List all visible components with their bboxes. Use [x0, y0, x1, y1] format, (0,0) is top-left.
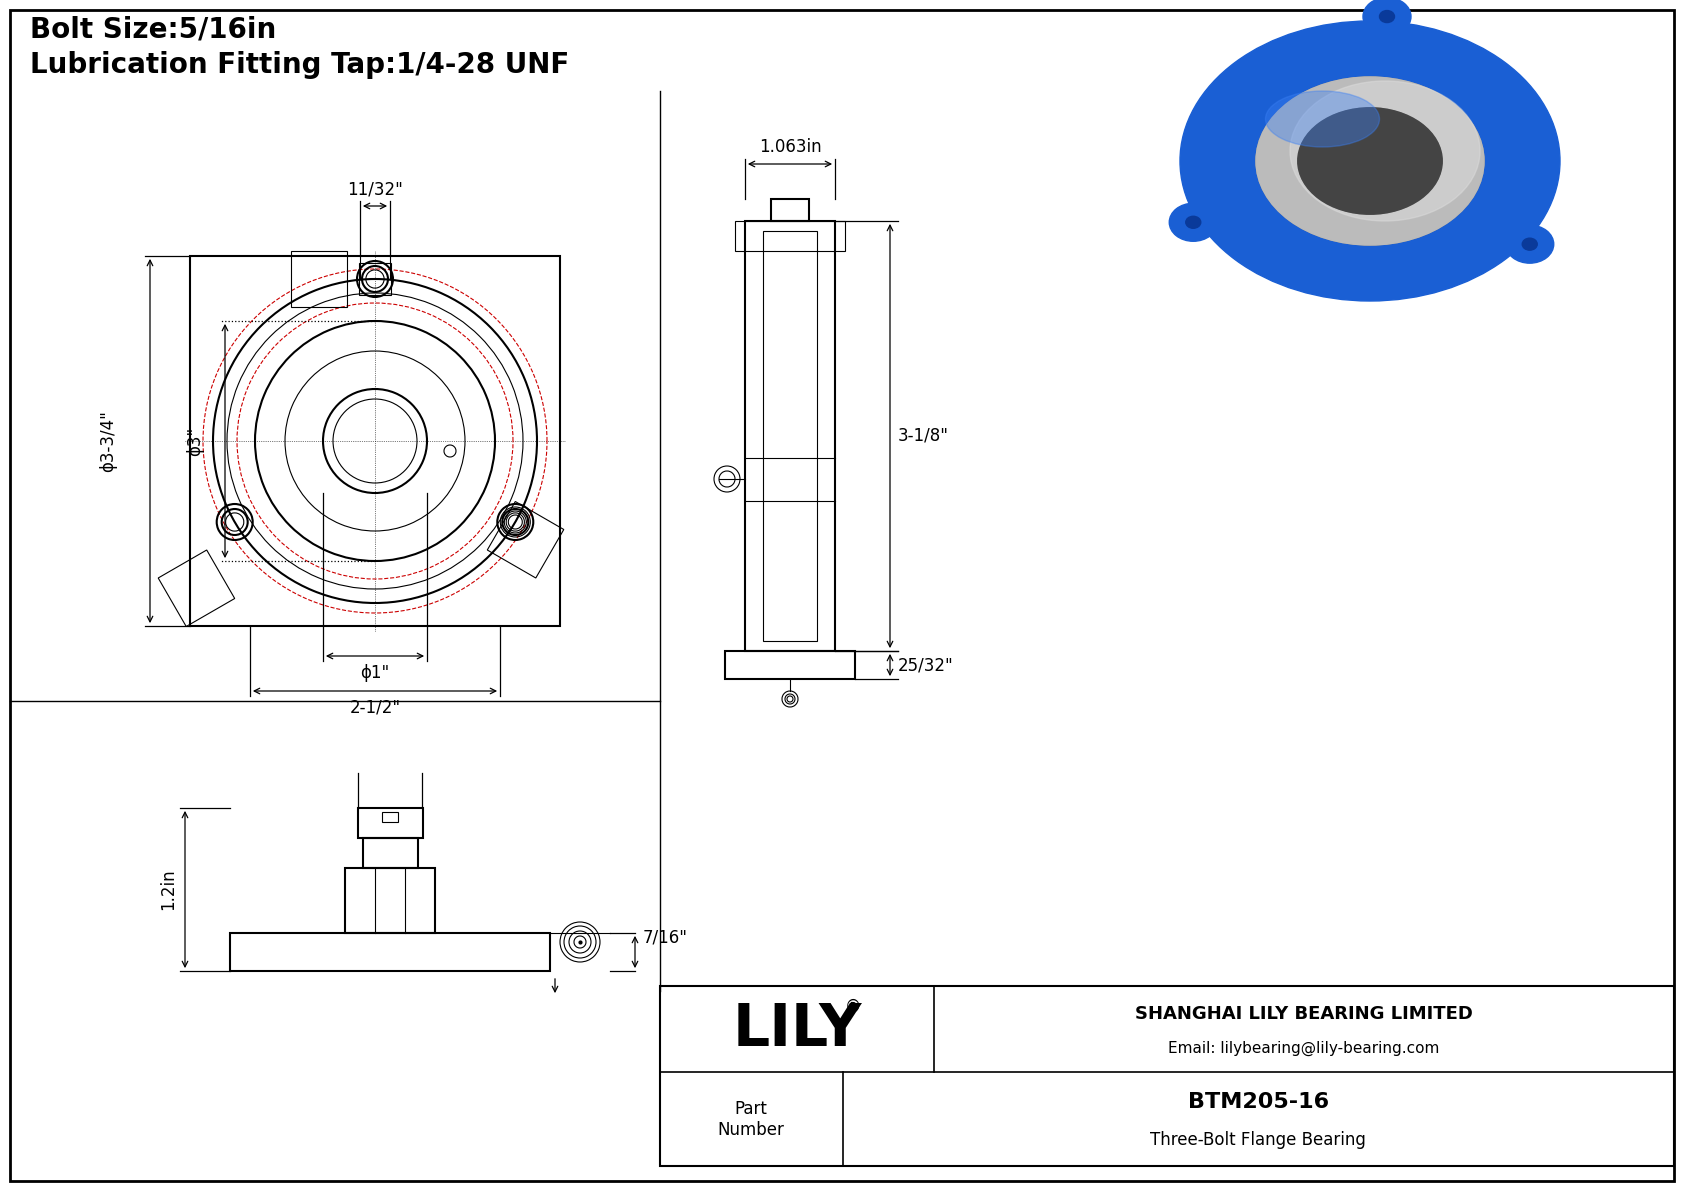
- Bar: [726, 651, 855, 679]
- Ellipse shape: [1265, 91, 1379, 146]
- Text: 3-1/8": 3-1/8": [898, 428, 950, 445]
- Ellipse shape: [1379, 11, 1394, 23]
- Text: LILY: LILY: [733, 1000, 862, 1058]
- Ellipse shape: [1180, 21, 1559, 301]
- Text: Lubrication Fitting Tap:1/4-28 UNF: Lubrication Fitting Tap:1/4-28 UNF: [30, 51, 569, 79]
- Text: 1.063in: 1.063in: [759, 138, 822, 156]
- Bar: [734, 222, 845, 251]
- Text: Email: lilybearing@lily-bearing.com: Email: lilybearing@lily-bearing.com: [1169, 1041, 1440, 1055]
- Ellipse shape: [1362, 0, 1411, 36]
- Text: ϕ3": ϕ3": [185, 426, 204, 456]
- Bar: [744, 222, 835, 651]
- Bar: [291, 251, 347, 307]
- Bar: [771, 199, 808, 222]
- Ellipse shape: [1186, 217, 1201, 229]
- Text: BTM205-16: BTM205-16: [1187, 1092, 1329, 1112]
- Bar: [359, 263, 391, 295]
- Ellipse shape: [1256, 77, 1484, 245]
- Ellipse shape: [1505, 225, 1554, 263]
- Text: ϕ1": ϕ1": [360, 665, 389, 682]
- Text: 1.2in: 1.2in: [158, 868, 177, 910]
- Text: 11/32": 11/32": [347, 180, 402, 198]
- Bar: [660, 986, 1674, 1166]
- Text: ®: ®: [845, 998, 861, 1016]
- Text: 25/32": 25/32": [898, 656, 953, 674]
- Text: Three-Bolt Flange Bearing: Three-Bolt Flange Bearing: [1150, 1130, 1366, 1149]
- Text: Part
Number: Part Number: [717, 1099, 785, 1139]
- Bar: [190, 256, 561, 626]
- Text: SHANGHAI LILY BEARING LIMITED: SHANGHAI LILY BEARING LIMITED: [1135, 1005, 1474, 1023]
- Ellipse shape: [1298, 108, 1442, 214]
- Ellipse shape: [1522, 238, 1537, 250]
- Bar: [359, 807, 423, 838]
- Text: ϕ3-3/4": ϕ3-3/4": [99, 410, 116, 472]
- Bar: [763, 231, 817, 641]
- Bar: [231, 933, 551, 971]
- Bar: [158, 550, 234, 626]
- Bar: [382, 812, 397, 822]
- Ellipse shape: [1298, 108, 1442, 214]
- Bar: [487, 501, 564, 578]
- Bar: [345, 868, 434, 933]
- Bar: [364, 838, 418, 868]
- Ellipse shape: [1169, 204, 1218, 242]
- Text: 7/16": 7/16": [643, 928, 689, 946]
- Ellipse shape: [1290, 81, 1480, 222]
- Text: Bolt Size:5/16in: Bolt Size:5/16in: [30, 15, 276, 44]
- Ellipse shape: [1256, 77, 1484, 245]
- Text: 2-1/2": 2-1/2": [350, 699, 401, 717]
